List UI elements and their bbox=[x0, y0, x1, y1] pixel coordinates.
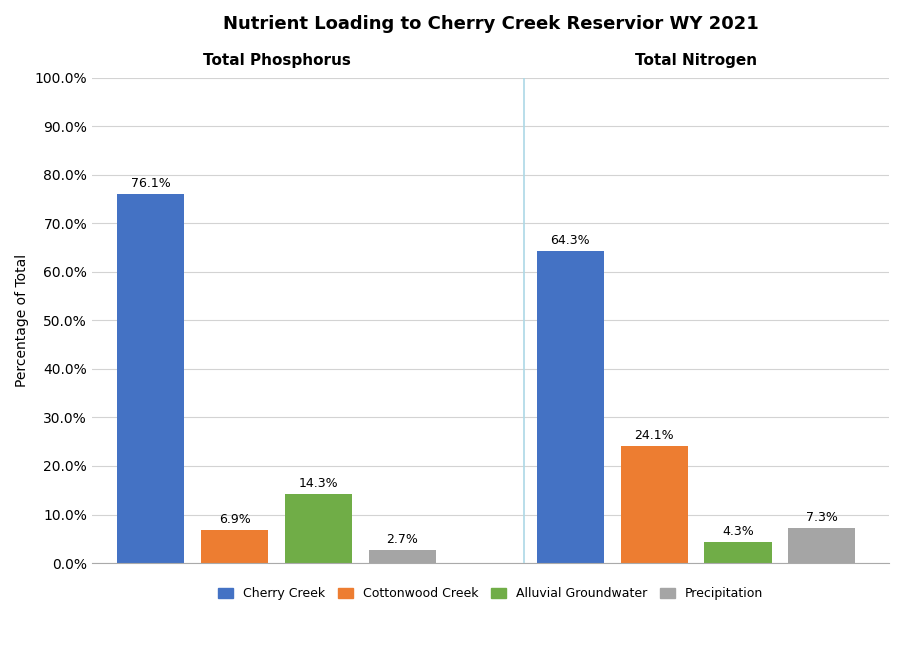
Text: 6.9%: 6.9% bbox=[219, 513, 250, 526]
Text: Total Nitrogen: Total Nitrogen bbox=[634, 53, 757, 68]
Bar bbox=[703, 542, 770, 563]
Y-axis label: Percentage of Total: Percentage of Total bbox=[15, 253, 29, 387]
Text: Total Phosphorus: Total Phosphorus bbox=[202, 53, 350, 68]
Text: 7.3%: 7.3% bbox=[805, 511, 837, 524]
Text: 24.1%: 24.1% bbox=[634, 429, 673, 442]
Text: 64.3%: 64.3% bbox=[550, 234, 590, 247]
Bar bbox=[200, 530, 268, 563]
Bar bbox=[368, 550, 435, 563]
Bar bbox=[619, 446, 687, 563]
Bar bbox=[787, 528, 854, 563]
Text: 76.1%: 76.1% bbox=[131, 177, 171, 190]
Text: 2.7%: 2.7% bbox=[386, 533, 418, 546]
Text: 4.3%: 4.3% bbox=[721, 525, 753, 538]
Legend: Cherry Creek, Cottonwood Creek, Alluvial Groundwater, Precipitation: Cherry Creek, Cottonwood Creek, Alluvial… bbox=[213, 582, 767, 605]
Bar bbox=[117, 194, 184, 563]
Text: 14.3%: 14.3% bbox=[298, 477, 338, 490]
Title: Nutrient Loading to Cherry Creek Reservior WY 2021: Nutrient Loading to Cherry Creek Reservi… bbox=[222, 15, 758, 33]
Bar bbox=[284, 494, 351, 563]
Bar bbox=[536, 251, 603, 563]
